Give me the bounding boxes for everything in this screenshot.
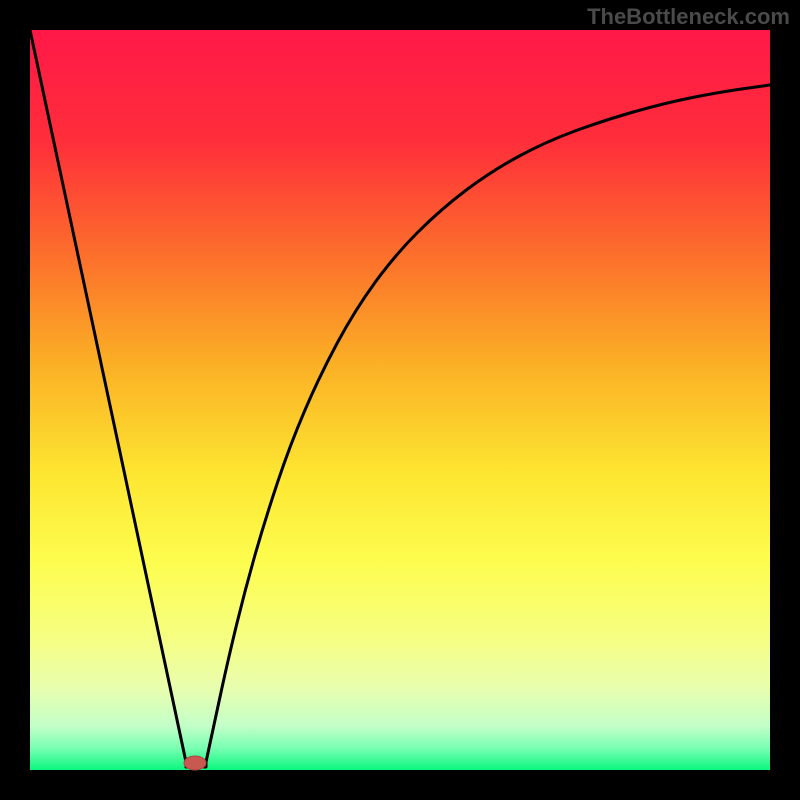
bottleneck-chart xyxy=(0,0,800,800)
chart-container: TheBottleneck.com xyxy=(0,0,800,800)
plot-background xyxy=(30,30,770,770)
watermark-text: TheBottleneck.com xyxy=(587,4,790,30)
optimal-point-marker xyxy=(184,756,206,770)
